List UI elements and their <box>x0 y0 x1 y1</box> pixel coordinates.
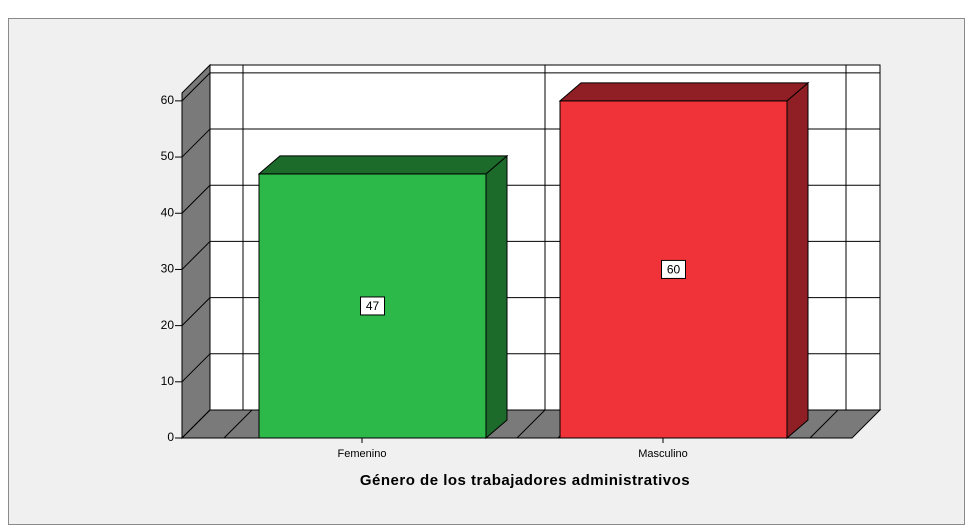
grid-line <box>181 353 211 383</box>
y-tick-label: 0 <box>167 430 174 444</box>
grid-line <box>181 297 211 326</box>
grid-line <box>181 128 211 158</box>
y-tick-label: 40 <box>161 205 175 219</box>
data-label-box <box>360 296 385 316</box>
grid-line <box>181 409 211 439</box>
bar-side <box>485 154 508 440</box>
bar-side <box>786 81 809 440</box>
y-tick-label: 30 <box>161 262 175 276</box>
y-tick-label: 50 <box>161 149 175 163</box>
floor-divider <box>223 409 253 439</box>
floor-divider <box>809 409 839 439</box>
x-tick-label: Femenino <box>338 448 387 460</box>
grid-line <box>181 241 211 270</box>
y-tick-label: 20 <box>161 318 175 332</box>
y-tick-label: 60 <box>161 93 175 107</box>
grid-line <box>181 184 211 214</box>
grid-line <box>181 72 211 102</box>
x-tick-label: Masculino <box>638 448 688 460</box>
bar-top <box>558 82 810 102</box>
side-wall <box>181 63 211 440</box>
data-label: 60 <box>667 263 681 277</box>
floor-divider <box>516 409 546 439</box>
data-label: 47 <box>366 299 380 313</box>
y-tick-label: 10 <box>161 374 175 388</box>
x-axis-title: Género de los trabajadores administrativ… <box>360 472 690 489</box>
bar-top <box>257 155 509 175</box>
data-label-box <box>661 259 686 279</box>
